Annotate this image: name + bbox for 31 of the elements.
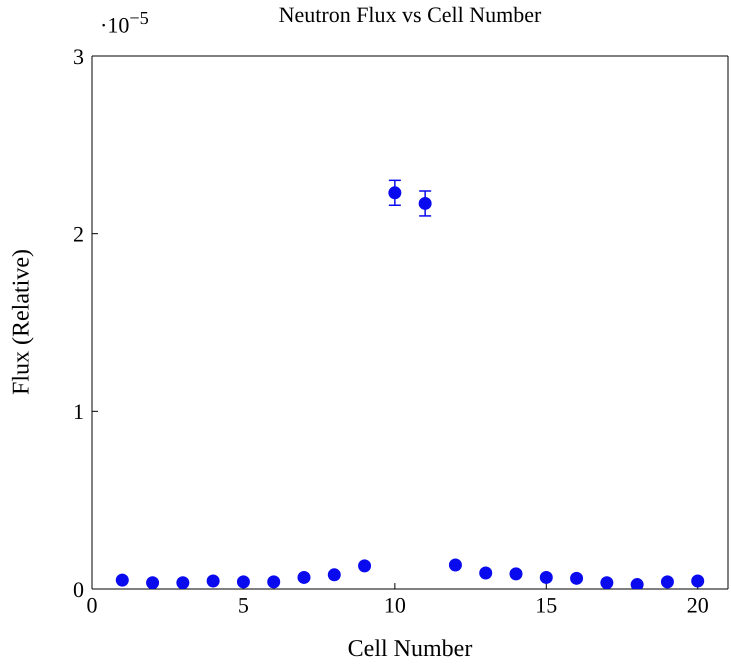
chart-title: Neutron Flux vs Cell Number bbox=[278, 2, 542, 28]
point bbox=[660, 575, 674, 588]
point bbox=[479, 566, 492, 580]
point bbox=[570, 572, 584, 585]
point bbox=[448, 558, 462, 572]
point bbox=[267, 575, 280, 588]
y-axis-title: Flux (Relative) bbox=[8, 249, 36, 395]
point bbox=[206, 574, 220, 588]
point bbox=[146, 576, 160, 589]
point bbox=[510, 567, 522, 580]
point bbox=[298, 570, 310, 584]
point bbox=[358, 559, 372, 572]
point bbox=[540, 570, 553, 584]
point bbox=[116, 574, 129, 587]
point bbox=[691, 574, 704, 588]
x-tick-label: 20 bbox=[686, 592, 709, 618]
point bbox=[388, 186, 402, 200]
y-tick-label: 1 bbox=[73, 399, 84, 424]
point bbox=[328, 568, 341, 582]
x-tick-label: 5 bbox=[238, 592, 249, 618]
point bbox=[418, 196, 432, 210]
x-tick-label: 15 bbox=[535, 592, 558, 618]
y-tick-label: 3 bbox=[73, 44, 84, 69]
point bbox=[236, 575, 250, 588]
x-tick-label: 10 bbox=[384, 592, 406, 618]
point bbox=[600, 576, 614, 589]
y-tick-label: 0 bbox=[73, 576, 84, 602]
x-axis-title: Cell Number bbox=[346, 636, 474, 663]
y-tick-label: 2 bbox=[73, 221, 84, 246]
text: ·10$^{−5}$ bbox=[100, 8, 149, 38]
point bbox=[176, 576, 190, 589]
